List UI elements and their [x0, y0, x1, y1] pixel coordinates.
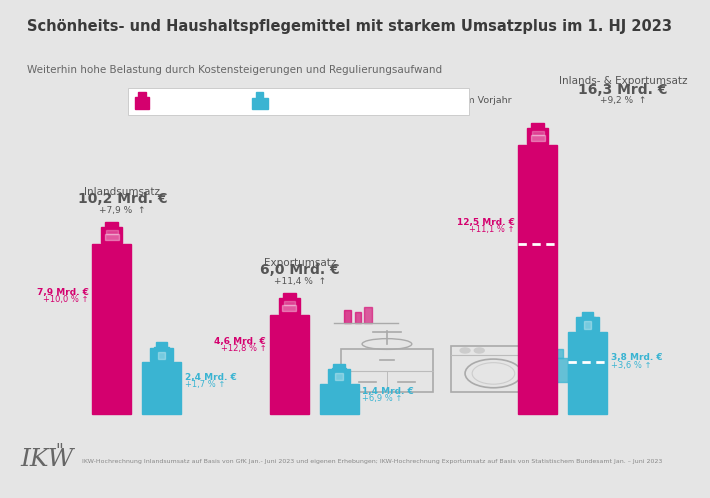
Text: 10,2 Mrd. €: 10,2 Mrd. €: [77, 192, 168, 206]
Bar: [328, 369, 351, 383]
Bar: [105, 234, 119, 241]
Bar: [283, 305, 297, 311]
Bar: [155, 347, 169, 349]
Bar: [151, 348, 173, 361]
Text: 6,0 Mrd. €: 6,0 Mrd. €: [260, 263, 340, 277]
Text: 4,6 Mrd. €: 4,6 Mrd. €: [214, 337, 266, 346]
Bar: [334, 364, 345, 369]
Bar: [284, 301, 295, 305]
Bar: [142, 363, 181, 414]
Bar: [332, 369, 346, 370]
Text: +3,6 % ↑: +3,6 % ↑: [611, 361, 651, 370]
Text: +9,2 %  ↑: +9,2 % ↑: [600, 96, 646, 105]
Bar: [278, 298, 300, 314]
Text: 12,5 Mrd. €: 12,5 Mrd. €: [457, 218, 515, 227]
Text: ": ": [55, 442, 63, 460]
Bar: [568, 332, 607, 414]
Bar: [156, 342, 168, 348]
Bar: [256, 92, 263, 98]
Bar: [336, 373, 343, 380]
Bar: [135, 97, 149, 109]
Bar: [364, 307, 372, 323]
Circle shape: [474, 348, 484, 353]
Bar: [552, 350, 563, 359]
Bar: [531, 123, 544, 128]
Bar: [92, 244, 131, 414]
Bar: [106, 222, 118, 227]
Bar: [518, 145, 557, 414]
Text: +10,0 % ↑: +10,0 % ↑: [43, 295, 89, 304]
Bar: [128, 88, 469, 115]
Bar: [138, 92, 146, 97]
Text: Inlandsumsatz: Inlandsumsatz: [84, 187, 160, 197]
Text: IKW: IKW: [20, 448, 73, 471]
Bar: [581, 317, 595, 319]
Text: 2,4 Mrd. €: 2,4 Mrd. €: [185, 373, 236, 382]
Bar: [102, 227, 123, 243]
Text: +1,7 % ↑: +1,7 % ↑: [185, 380, 225, 389]
Bar: [582, 312, 594, 318]
Text: 1,4 Mrd. €: 1,4 Mrd. €: [362, 387, 414, 396]
Text: Schönheits- und Haushaltspflegemittel mit starkem Umsatzplus im 1. HJ 2023: Schönheits- und Haushaltspflegemittel mi…: [27, 19, 672, 34]
Bar: [283, 293, 296, 298]
Bar: [158, 352, 165, 359]
Text: 7,9 Mrd. €: 7,9 Mrd. €: [37, 288, 89, 297]
Bar: [550, 366, 555, 378]
Text: ↑  Veränderung zum Vorjahr: ↑ Veränderung zum Vorjahr: [376, 97, 512, 106]
Bar: [531, 135, 545, 141]
Text: Weiterhin hohe Belastung durch Kostensteigerungen und Regulierungsaufwand: Weiterhin hohe Belastung durch Kostenste…: [27, 65, 442, 75]
Bar: [355, 312, 361, 323]
Text: Schönheitspflege: Schönheitspflege: [155, 97, 236, 106]
Bar: [547, 359, 568, 381]
Text: Inlands- & Exportumsatz: Inlands- & Exportumsatz: [559, 76, 687, 86]
Text: +7,9 %  ↑: +7,9 % ↑: [99, 206, 146, 215]
Bar: [344, 310, 351, 323]
Bar: [584, 321, 591, 329]
Bar: [320, 384, 359, 414]
Text: IKW-Hochrechnung Inlandsumsatz auf Basis von GfK Jan.- Juni 2023 und eigenen Erh: IKW-Hochrechnung Inlandsumsatz auf Basis…: [82, 459, 662, 464]
Bar: [106, 230, 118, 234]
Text: 16,3 Mrd. €: 16,3 Mrd. €: [579, 83, 667, 97]
Bar: [252, 98, 268, 109]
Bar: [270, 315, 309, 414]
Bar: [451, 346, 536, 392]
Bar: [577, 318, 599, 331]
Text: +6,9 % ↑: +6,9 % ↑: [362, 394, 403, 403]
Bar: [532, 131, 544, 134]
Bar: [341, 350, 433, 392]
Circle shape: [460, 348, 470, 353]
Text: 3,8 Mrd. €: 3,8 Mrd. €: [611, 354, 662, 363]
Bar: [528, 128, 549, 144]
Text: +11,1 % ↑: +11,1 % ↑: [469, 226, 515, 235]
Text: +12,8 % ↑: +12,8 % ↑: [221, 345, 266, 354]
Text: +11,4 %  ↑: +11,4 % ↑: [274, 276, 326, 285]
Text: Haushaltspflege: Haushaltspflege: [273, 97, 350, 106]
Text: Exportumsatz: Exportumsatz: [264, 258, 336, 268]
